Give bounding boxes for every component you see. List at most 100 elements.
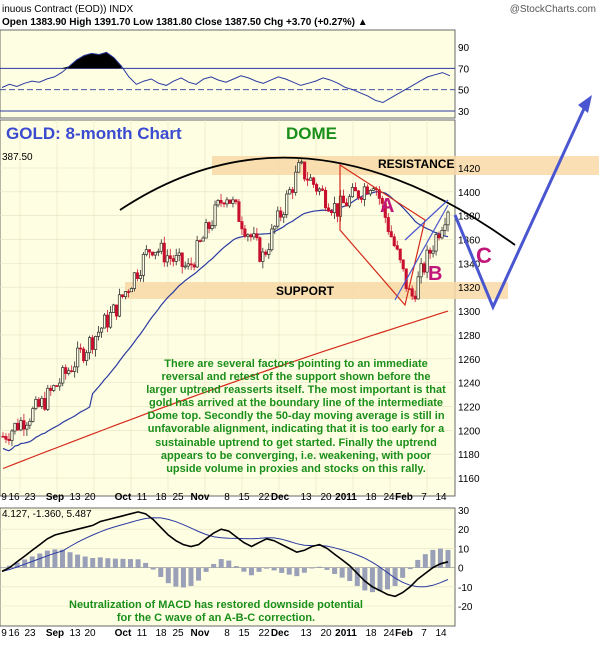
chart-title-header: inuous Contract (EOD)) INDX [2,4,133,15]
macd-histogram-bar [218,559,224,568]
x-tick-label: 18 [365,628,377,639]
rsi-tick-label: 30 [458,107,470,118]
candle-body [237,201,241,222]
x-tick-label: 24 [383,628,395,639]
rsi-overbought-fill [61,52,122,69]
candle-body [419,263,423,278]
candle-body [82,348,86,362]
candle-body [108,312,113,328]
x-tick-label: 15 [238,628,250,639]
candle-body [332,203,337,214]
candle-body [37,399,41,407]
b-wave-channel-upper [404,199,449,241]
macd-histogram-bar [362,567,368,591]
x-tick-label: 24 [383,492,395,503]
macd-histogram-bar [143,562,149,568]
macd-histogram-bar [354,567,360,586]
macd-histogram-bar [377,567,383,592]
price-tick-label: 1320 [458,283,481,294]
macd-histogram-bar [0,567,5,569]
candle-body [64,367,68,374]
candle-body [162,242,166,263]
candle-body [40,398,44,407]
candle-body [183,265,187,268]
x-tick-label: 14 [435,628,447,639]
macd-histogram-bar [437,548,443,568]
candle-body [312,177,316,185]
candle-body [204,222,208,239]
candle-body [198,240,202,242]
x-tick-label: 22 [258,628,270,639]
dome-label: DOME [286,124,337,143]
candle-body [306,178,310,181]
candle-body [10,430,14,441]
price-tick-label: 1420 [458,164,481,175]
candle-body [165,255,169,263]
candle-body [437,234,441,239]
candle-body [70,370,74,373]
rsi-tick-label: 70 [458,64,470,75]
x-tick-label: 18 [155,628,167,639]
price-tick-label: 1160 [458,474,480,485]
macd-histogram-bar [324,567,330,570]
x-tick-label: 23 [24,628,36,639]
candle-body [180,252,184,267]
macd-histogram-bar [332,567,338,574]
candle-body [55,385,59,387]
x-tick-label: 9 [1,492,7,503]
rsi-tick-label: 90 [458,43,470,54]
chart-title: GOLD: 8-month Chart [6,124,182,143]
dome-arc [119,156,516,246]
credit-label: @StockCharts.com [510,4,596,15]
candle-body [150,251,154,256]
x-tick-label: 20 [84,492,96,503]
macd-histogram [0,548,451,593]
candle-body [234,199,238,203]
x-tick-label: 2011 [335,628,357,639]
candle-body [192,264,196,268]
macd-histogram-bar [196,567,202,581]
x-tick-label: Oct [115,492,132,503]
macd-histogram-bar [264,567,270,569]
candle-body [168,255,172,259]
candle-body [347,196,351,207]
candle-body [395,245,399,250]
macd-histogram-bar [158,567,164,577]
candle-body [240,221,244,230]
candle-body [431,250,435,254]
macd-histogram-bar [67,552,73,568]
candle-body [85,352,89,362]
candle-body [216,200,220,206]
candle-body [324,189,328,209]
x-tick-label: Feb [395,628,413,639]
candle-body [58,382,62,387]
candle-body [243,228,247,237]
macd-histogram-bar [301,567,307,573]
candle-body [315,184,319,192]
macd-histogram-bar [211,563,217,568]
candle-body [100,327,104,333]
ma200-line [2,310,449,470]
candle-body [359,197,363,200]
resistance-label: RESISTANCE [378,157,454,171]
candle-body [222,202,226,205]
candle-body [144,249,148,255]
candle-body [228,199,232,204]
candle-body [117,294,122,317]
macd-histogram-bar [385,567,391,590]
macd-histogram-bar [150,567,156,570]
candle-body [401,259,405,270]
x-tick-label: 8 [224,492,230,503]
x-tick-label: Sep [46,492,64,503]
candle-body [19,420,23,431]
x-tick-label: 15 [238,492,250,503]
candle-body [428,249,432,254]
candle-body [350,187,354,198]
candle-body [210,225,214,229]
x-tick-label: 20 [320,628,332,639]
price-panel [0,119,456,497]
x-tick-label: 18 [365,492,377,503]
x-tick-label: 8 [224,628,230,639]
